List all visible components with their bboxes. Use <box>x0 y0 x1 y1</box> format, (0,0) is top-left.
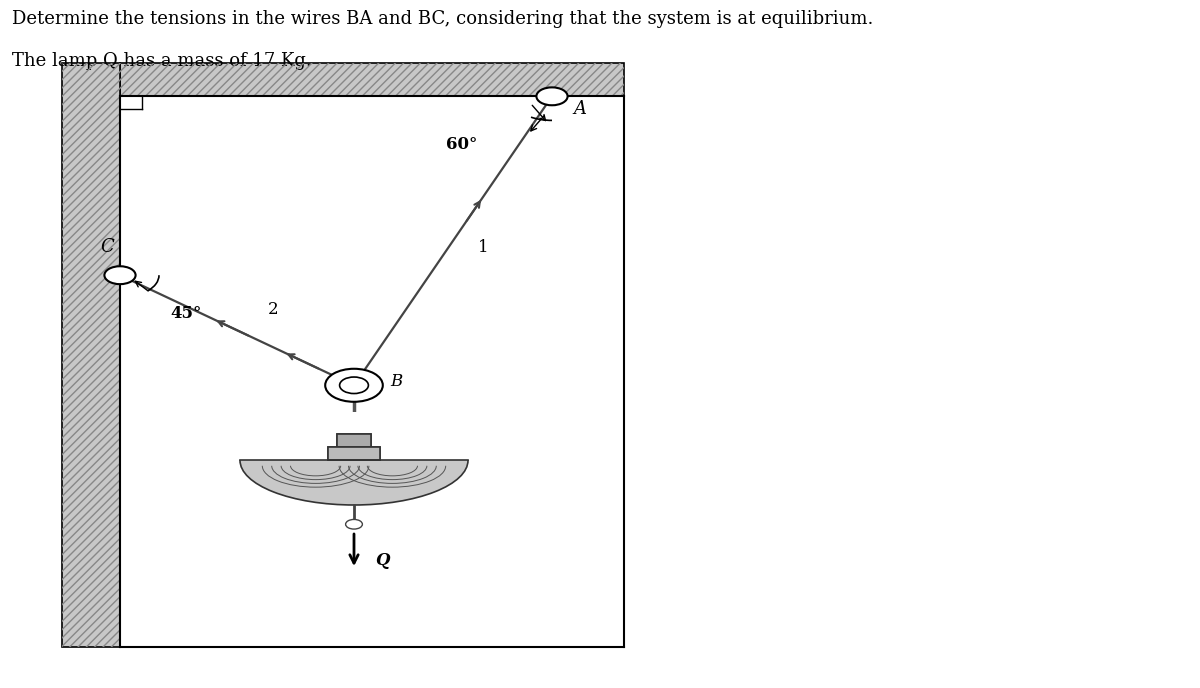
Text: Determine the tensions in the wires BA and BC, considering that the system is at: Determine the tensions in the wires BA a… <box>12 10 874 28</box>
Bar <box>337 434 371 447</box>
Circle shape <box>346 519 362 529</box>
Bar <box>234 412 474 460</box>
Text: 60°: 60° <box>446 136 478 153</box>
Circle shape <box>325 369 383 402</box>
Bar <box>337 434 371 447</box>
Circle shape <box>340 377 368 394</box>
Text: C: C <box>101 238 114 256</box>
Text: The lamp Q has a mass of 17 Kg.: The lamp Q has a mass of 17 Kg. <box>12 52 312 69</box>
Text: A: A <box>574 100 587 118</box>
Text: 1: 1 <box>478 239 488 256</box>
Text: 45°: 45° <box>170 305 202 321</box>
Bar <box>62 63 120 647</box>
Text: Q: Q <box>376 552 390 569</box>
Circle shape <box>536 87 568 105</box>
Circle shape <box>104 266 136 284</box>
Bar <box>120 63 624 96</box>
Ellipse shape <box>240 416 468 505</box>
Bar <box>328 447 380 460</box>
Bar <box>62 63 120 647</box>
Text: B: B <box>390 374 402 390</box>
Bar <box>328 447 380 460</box>
Text: 2: 2 <box>268 301 278 318</box>
Bar <box>120 63 624 96</box>
